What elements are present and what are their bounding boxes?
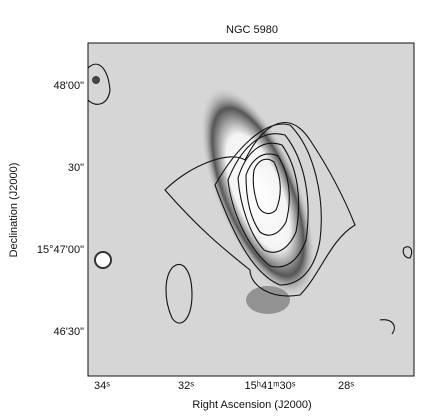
y-ticks: 48'00" 30" 15°47'00" 46'30" <box>37 80 84 338</box>
x-axis-label: Right Ascension (J2000) <box>192 399 311 411</box>
x-tick-label: 15ʰ41ᵐ30ˢ <box>245 380 296 392</box>
image <box>87 42 415 377</box>
x-tick-label: 32ˢ <box>178 380 194 392</box>
x-ticks: 34ˢ 32ˢ 15ʰ41ᵐ30ˢ 28ˢ <box>94 380 354 392</box>
y-tick-label: 48'00" <box>54 80 85 92</box>
contours <box>87 63 413 335</box>
x-tick-label: 28ˢ <box>338 380 354 392</box>
y-tick-label: 15°47'00" <box>37 244 84 256</box>
y-axis-label: Declination (J2000) <box>8 163 20 258</box>
y-tick-label: 46'30" <box>54 326 85 338</box>
title: NGC 5980 <box>226 24 278 36</box>
y-tick-label: 30" <box>68 162 84 174</box>
x-tick-label: 34ˢ <box>94 380 110 392</box>
